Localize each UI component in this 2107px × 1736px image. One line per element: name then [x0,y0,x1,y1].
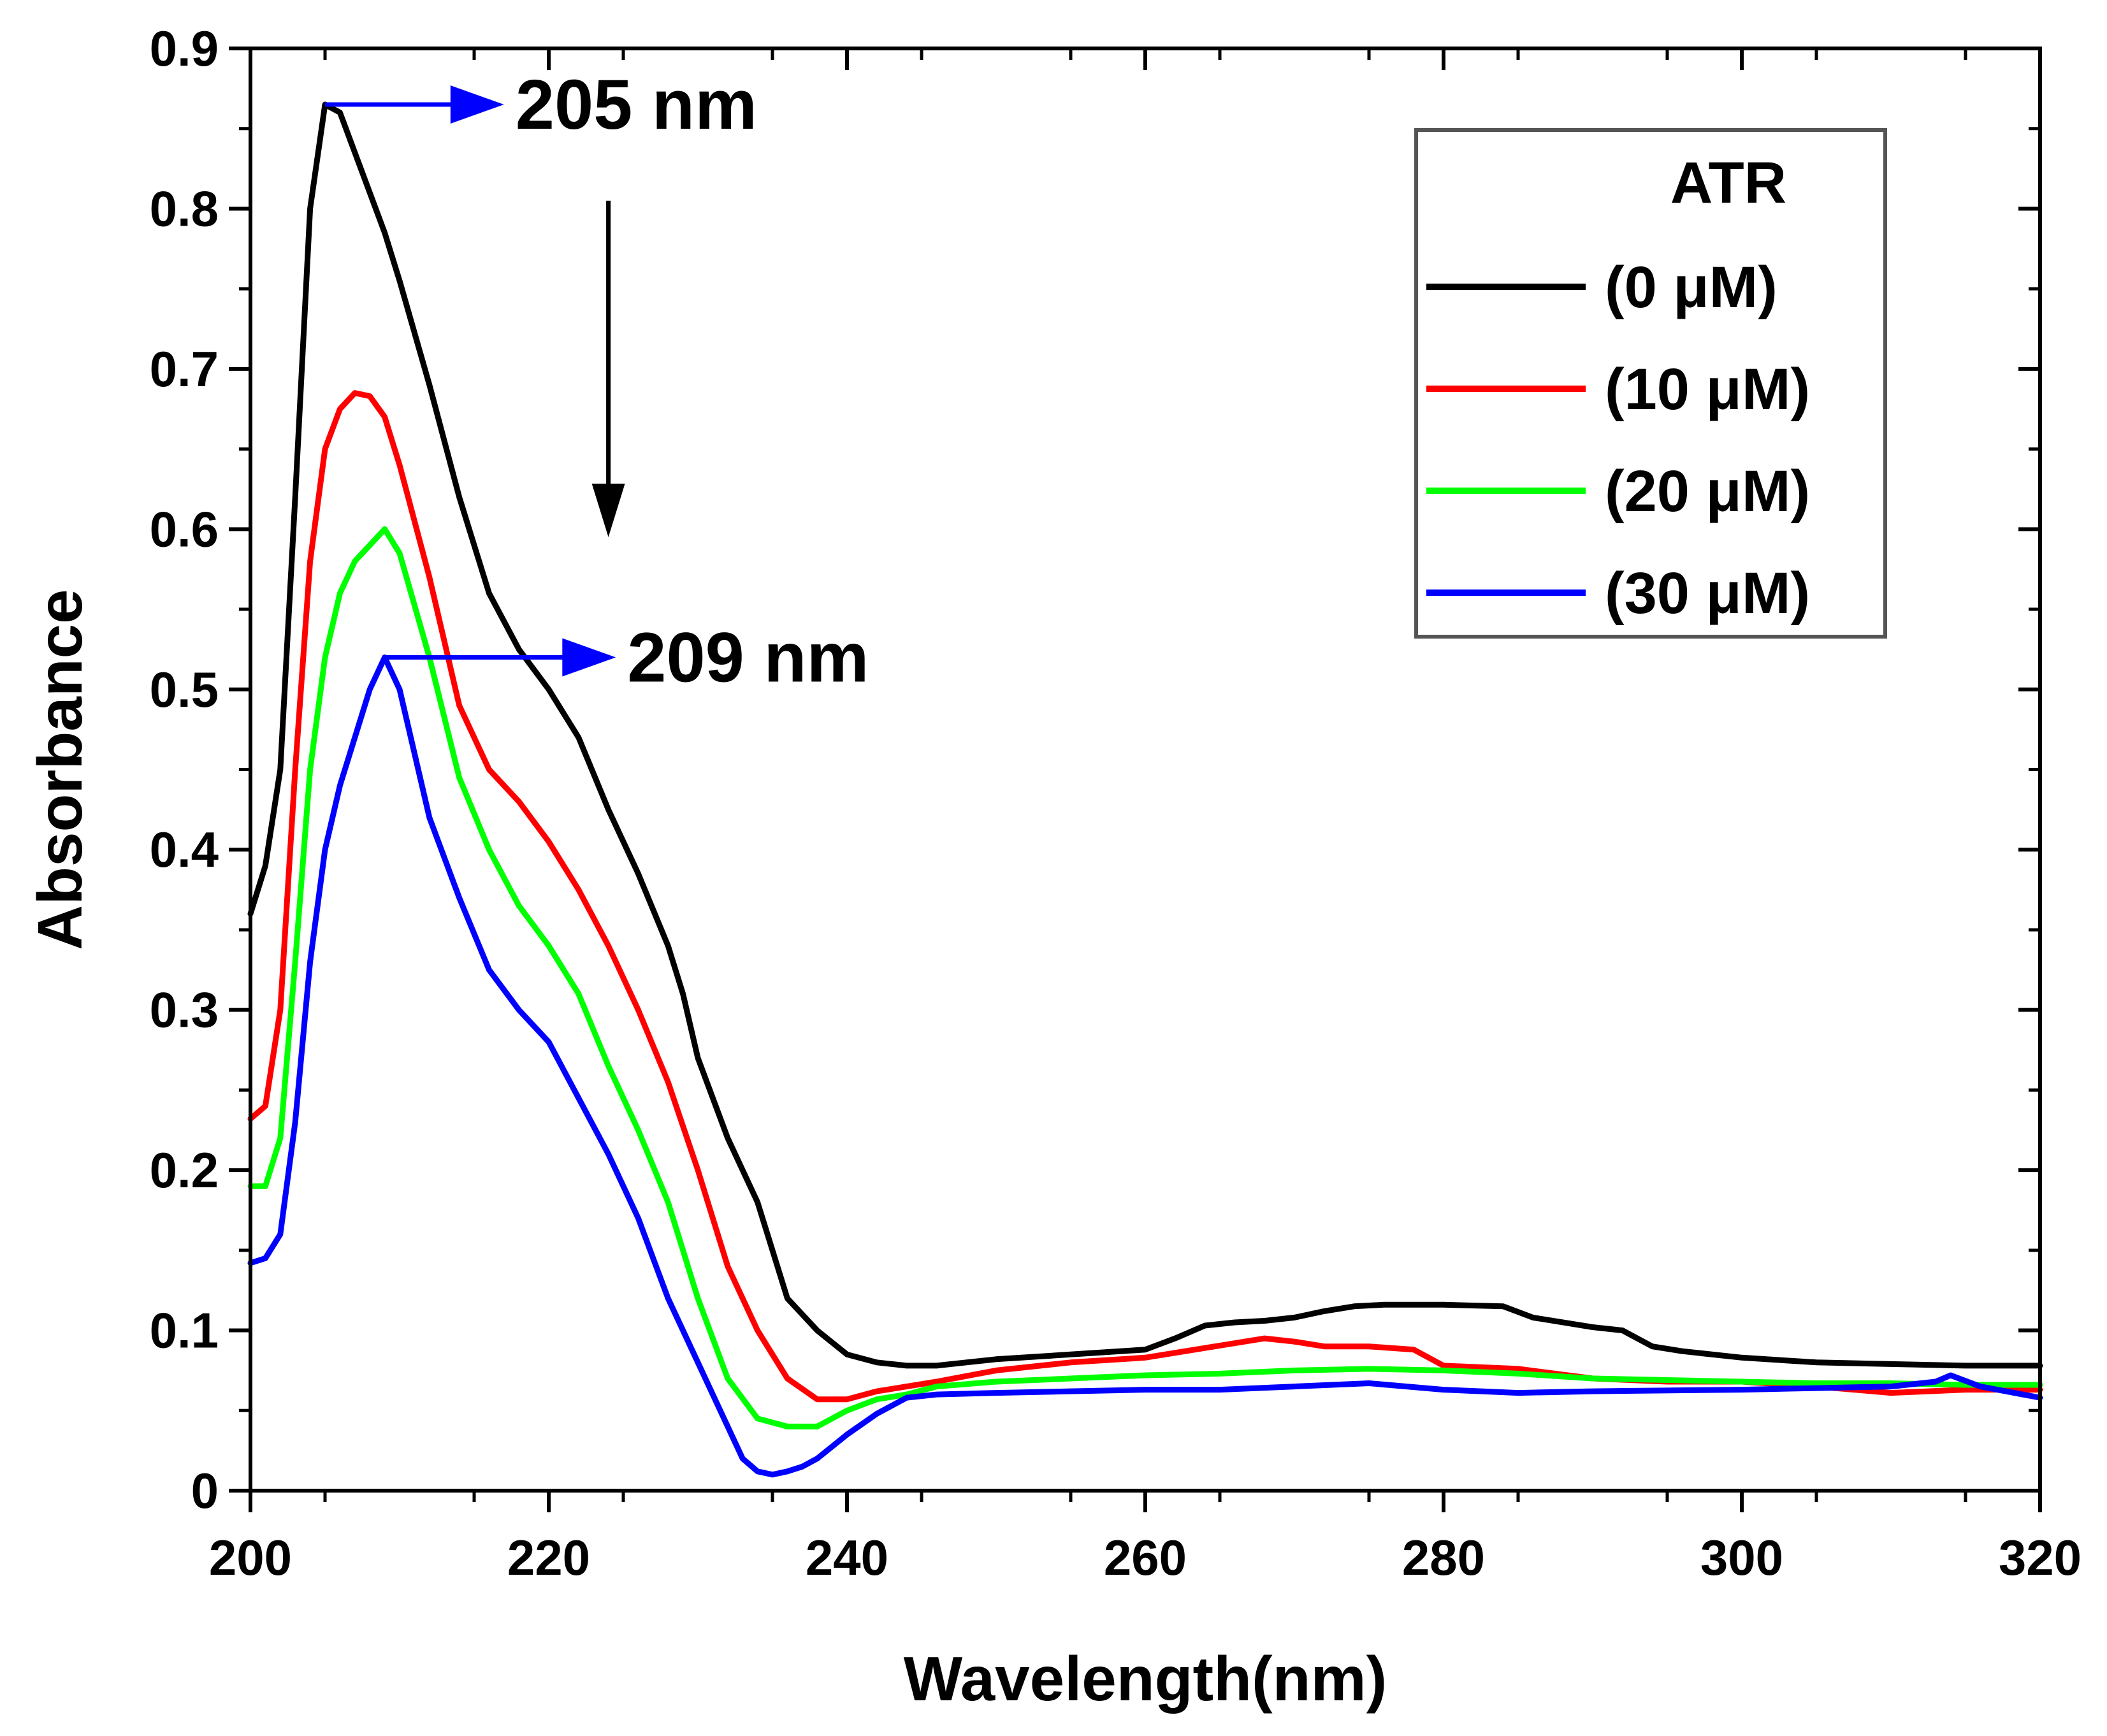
y-tick-label: 0.4 [150,821,219,878]
plot-frame [249,47,2042,1493]
series-layer [247,101,2043,1478]
legend-label-3: (30 μM) [1605,561,1810,626]
peak-arrowhead-0 [450,85,504,124]
y-tick-label: 0.7 [150,341,219,397]
peak-arrowhead-1 [562,638,616,677]
legend-box [1414,128,1887,639]
peak-label-0: 205 nm [516,66,757,144]
x-ticks: 200 220 240 260 280 300 320 [209,48,2082,1586]
legend-title: ATR [1670,150,1786,215]
series-line-3 [247,655,2043,1478]
y-tick-label: 0 [191,1463,219,1519]
x-axis-title: Wavelength(nm) [904,1644,1387,1714]
x-tick-label: 200 [209,1530,292,1586]
x-tick-label: 300 [1700,1530,1783,1586]
legend-label-1: (10 μM) [1605,357,1810,422]
legend-label-2: (20 μM) [1605,459,1810,524]
y-tick-label: 0.2 [150,1142,219,1198]
trend-arrowhead [591,483,625,537]
y-tick-label: 0.5 [150,662,219,718]
legend-entries: (0 μM) (10 μM) (20 μM) (30 μM) [1426,255,1810,626]
y-tick-label: 0.1 [150,1303,219,1359]
legend: ATR (0 μM) (10 μM) (20 μM) (30 μM) [1414,128,1887,639]
y-tick-label: 0.8 [150,180,219,236]
x-tick-label: 260 [1104,1530,1187,1586]
series-line-1 [247,390,2043,1403]
x-tick-label: 240 [806,1530,888,1586]
peak-label-1: 209 nm [627,618,869,697]
y-tick-label: 0.9 [150,20,219,76]
series-line-0 [247,101,2043,1369]
y-tick-label: 0.3 [150,982,219,1038]
y-axis-title: Absorbance [25,589,95,950]
x-tick-label: 280 [1402,1530,1485,1586]
x-tick-label: 220 [507,1530,590,1586]
legend-label-0: (0 μM) [1605,255,1778,320]
y-ticks: 0 0.1 0.2 0.3 0.4 0.5 0.6 0.7 0.8 0.9 [150,20,2040,1519]
series-line-2 [247,526,2043,1429]
x-tick-label: 320 [1999,1530,2082,1586]
annotations: 205 nm 209 nm [325,66,869,697]
y-tick-label: 0.6 [150,501,219,557]
